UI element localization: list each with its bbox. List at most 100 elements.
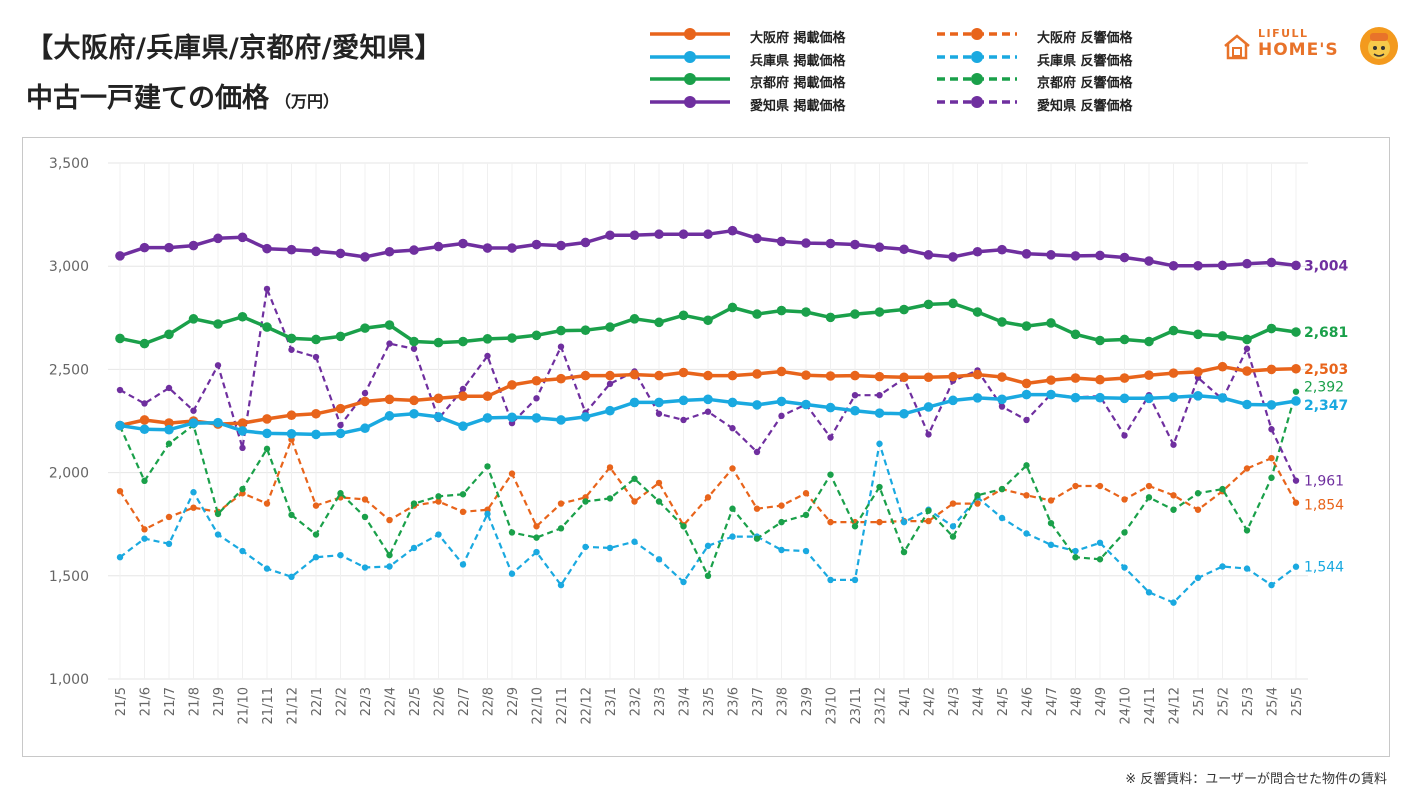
data-point bbox=[312, 502, 320, 509]
x-tick-label: 25/2 bbox=[1217, 687, 1232, 716]
data-point bbox=[433, 412, 444, 422]
data-point bbox=[1268, 581, 1275, 589]
data-point bbox=[998, 514, 1006, 522]
lifull-homes-logo: LIFULL HOME'S bbox=[1222, 26, 1402, 68]
data-point bbox=[972, 393, 983, 403]
data-point bbox=[164, 424, 174, 435]
legend: 大阪府 掲載価格 大阪府 反響価格 兵庫県 掲載価格 兵庫県 反響価格 京都府 掲載価格… bbox=[0, 24, 1411, 124]
data-point bbox=[386, 516, 393, 524]
data-point bbox=[458, 421, 468, 431]
y-tick-label: 1,000 bbox=[49, 672, 89, 688]
data-point bbox=[1194, 490, 1202, 497]
data-point bbox=[459, 491, 467, 498]
data-point bbox=[1072, 482, 1079, 490]
data-point bbox=[899, 372, 909, 383]
data-point bbox=[1096, 539, 1104, 546]
legend-label: 愛知県 掲載価格 bbox=[750, 98, 846, 114]
legend-swatch bbox=[650, 95, 730, 108]
data-point bbox=[188, 418, 199, 428]
data-point bbox=[655, 410, 663, 417]
data-point bbox=[237, 418, 248, 428]
data-point bbox=[1021, 321, 1032, 331]
data-point bbox=[188, 240, 199, 251]
data-point bbox=[1170, 441, 1177, 448]
legend-item: 大阪府 掲載価格 bbox=[650, 24, 880, 46]
x-tick-label: 25/3 bbox=[1241, 687, 1256, 716]
data-point bbox=[1021, 378, 1032, 389]
data-point bbox=[237, 426, 248, 436]
data-point bbox=[1072, 554, 1079, 561]
x-tick-label: 23/1 bbox=[604, 687, 619, 716]
data-point bbox=[703, 370, 713, 381]
data-point bbox=[972, 369, 983, 380]
data-point bbox=[876, 518, 883, 526]
data-point bbox=[507, 412, 517, 423]
data-point bbox=[312, 554, 320, 561]
data-point bbox=[384, 246, 395, 257]
x-tick-label: 24/3 bbox=[947, 687, 962, 716]
data-point bbox=[629, 230, 640, 241]
x-tick-label: 24/9 bbox=[1094, 687, 1109, 716]
data-point bbox=[213, 319, 223, 329]
end-value-label: 2,681 bbox=[1304, 325, 1348, 341]
data-point bbox=[1023, 462, 1030, 469]
data-point bbox=[409, 395, 419, 406]
data-point bbox=[458, 391, 468, 402]
data-point bbox=[141, 400, 148, 407]
x-tick-label: 24/11 bbox=[1143, 687, 1158, 724]
y-tick-label: 1,500 bbox=[49, 569, 89, 585]
x-tick-label: 24/8 bbox=[1070, 687, 1085, 716]
data-point bbox=[974, 492, 981, 499]
y-tick-label: 2,000 bbox=[49, 466, 89, 482]
data-point bbox=[704, 572, 712, 579]
data-point bbox=[116, 386, 124, 394]
x-tick-label: 25/1 bbox=[1192, 687, 1207, 716]
legend-item: 兵庫県 反響価格 bbox=[937, 47, 1167, 69]
data-point bbox=[484, 510, 491, 518]
data-point bbox=[533, 548, 540, 556]
data-point bbox=[949, 500, 957, 507]
data-point bbox=[1168, 368, 1179, 378]
data-point bbox=[482, 391, 493, 402]
y-tick-label: 3,000 bbox=[49, 259, 89, 275]
data-point bbox=[629, 369, 640, 380]
data-point bbox=[1217, 260, 1228, 271]
data-point bbox=[1070, 373, 1081, 383]
data-point bbox=[606, 464, 614, 471]
x-tick-label: 21/6 bbox=[139, 687, 154, 716]
data-point bbox=[1170, 492, 1177, 499]
data-point bbox=[1144, 336, 1154, 347]
data-point bbox=[459, 385, 467, 393]
end-value-label: 2,503 bbox=[1304, 362, 1348, 378]
legend-item: 兵庫県 掲載価格 bbox=[650, 47, 880, 69]
data-point bbox=[335, 331, 346, 342]
data-point bbox=[1291, 327, 1301, 337]
data-point bbox=[1242, 366, 1252, 376]
data-point bbox=[361, 564, 369, 571]
data-point bbox=[533, 534, 540, 541]
data-point bbox=[752, 400, 762, 410]
x-tick-label: 23/5 bbox=[702, 687, 717, 716]
data-point bbox=[1144, 393, 1154, 404]
data-point bbox=[556, 240, 566, 251]
data-point bbox=[164, 418, 174, 428]
data-point bbox=[286, 428, 297, 439]
data-point bbox=[1070, 392, 1081, 403]
data-point bbox=[164, 329, 174, 340]
data-point bbox=[190, 489, 197, 496]
data-point bbox=[1047, 541, 1055, 549]
data-point bbox=[556, 373, 566, 384]
data-point bbox=[729, 533, 736, 540]
data-point bbox=[825, 371, 836, 381]
chart-subtitle: 中古一戸建ての価格 （万円） bbox=[26, 76, 339, 115]
data-point bbox=[1194, 574, 1202, 582]
data-point bbox=[972, 246, 983, 257]
data-point bbox=[704, 542, 712, 550]
legend-item: 京都府 掲載価格 bbox=[650, 69, 880, 91]
data-point bbox=[1095, 392, 1105, 403]
x-tick-label: 21/5 bbox=[114, 687, 129, 716]
data-point bbox=[410, 500, 418, 507]
data-point bbox=[507, 243, 517, 253]
data-point bbox=[1119, 373, 1130, 383]
data-point bbox=[1193, 367, 1203, 377]
